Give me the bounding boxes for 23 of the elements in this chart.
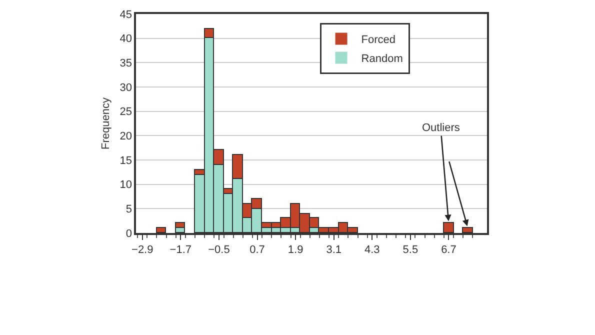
x-tick-label: −0.5 — [208, 244, 230, 256]
x-tick-label: 1.9 — [288, 244, 304, 256]
y-tick-label: 0 — [126, 228, 132, 240]
y-tick-label: 40 — [120, 33, 132, 46]
y-tick-label: 15 — [120, 154, 132, 167]
x-tick-label: 6.7 — [441, 244, 456, 256]
x-tick-label: 3.1 — [326, 244, 342, 256]
y-axis-title: Frequency — [100, 97, 112, 150]
x-tick-label: 4.3 — [364, 244, 380, 256]
x-tick-label: −2.9 — [132, 244, 154, 256]
annotation: Outliers — [422, 122, 460, 134]
legend-label: Forced — [361, 34, 396, 46]
x-tick-label: 0.7 — [250, 244, 265, 256]
legend-label: Random — [361, 53, 403, 66]
y-tick-label: 30 — [120, 82, 132, 94]
x-tick-label: 5.5 — [402, 244, 418, 256]
y-tick-label: 20 — [120, 130, 132, 143]
y-tick-label: 35 — [120, 58, 132, 70]
x-tick-label: −1.7 — [170, 244, 192, 256]
y-tick-label: 10 — [120, 179, 132, 192]
y-tick-label: 25 — [120, 106, 132, 118]
y-tick-label: 45 — [120, 8, 132, 21]
y-tick-label: 5 — [126, 204, 132, 216]
